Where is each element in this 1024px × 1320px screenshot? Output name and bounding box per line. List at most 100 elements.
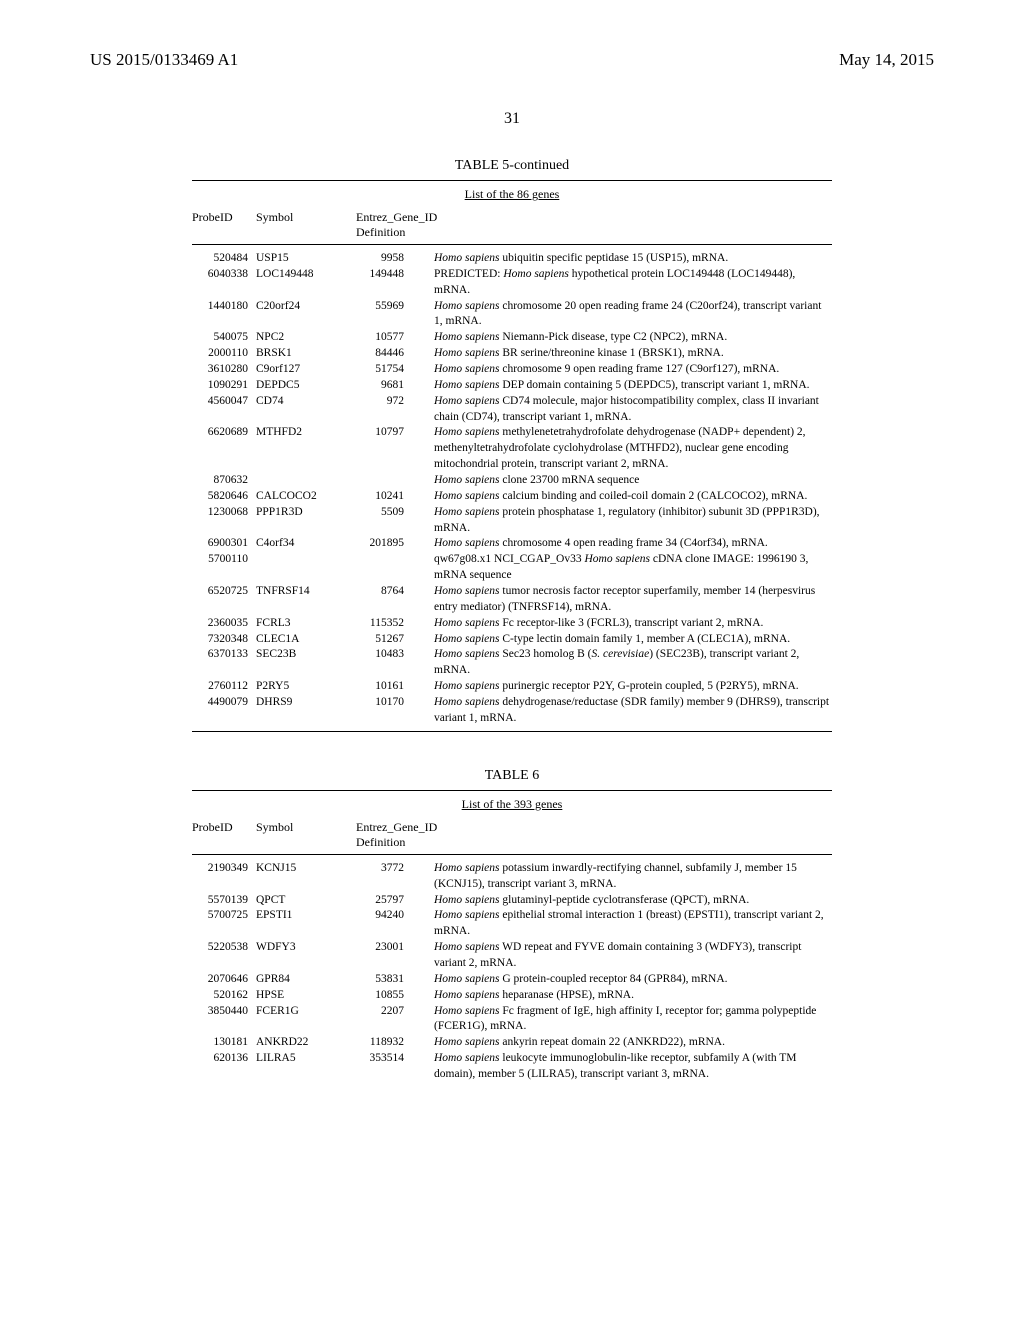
table-row: 6520725TNFRSF148764Homo sapiens tumor ne… <box>192 584 832 616</box>
cell-probe: 870632 <box>192 473 256 489</box>
cell-definition: Homo sapiens Fc fragment of IgE, high af… <box>434 1004 832 1036</box>
cell-entrez: 118932 <box>356 1035 434 1051</box>
cell-definition: Homo sapiens chromosome 20 open reading … <box>434 299 832 331</box>
table-row: 5820646CALCOCO210241Homo sapiens calcium… <box>192 489 832 505</box>
col-symbol: Symbol <box>256 820 356 850</box>
table-row: 6040338LOC149448149448PREDICTED: Homo sa… <box>192 267 832 299</box>
table-6: TABLE 6 List of the 393 genes ProbeID Sy… <box>192 768 832 1083</box>
cell-definition: Homo sapiens dehydrogenase/reductase (SD… <box>434 695 832 727</box>
cell-entrez: 2207 <box>356 1004 434 1036</box>
table-row: 5570139QPCT25797Homo sapiens glutaminyl-… <box>192 893 832 909</box>
cell-symbol: KCNJ15 <box>256 861 356 893</box>
cell-symbol: DEPDC5 <box>256 378 356 394</box>
cell-definition: Homo sapiens DEP domain containing 5 (DE… <box>434 378 832 394</box>
col-entrez: Entrez_Gene_ID Definition <box>356 210 464 240</box>
cell-definition: Homo sapiens potassium inwardly-rectifyi… <box>434 861 832 893</box>
cell-definition: Homo sapiens clone 23700 mRNA sequence <box>434 473 832 489</box>
cell-probe: 520162 <box>192 988 256 1004</box>
cell-definition: Homo sapiens purinergic receptor P2Y, G-… <box>434 679 832 695</box>
cell-definition: Homo sapiens leukocyte immunoglobulin-li… <box>434 1051 832 1083</box>
cell-entrez: 201895 <box>356 536 434 552</box>
cell-symbol: C9orf127 <box>256 362 356 378</box>
cell-entrez: 53831 <box>356 972 434 988</box>
cell-entrez: 51267 <box>356 632 434 648</box>
cell-entrez: 9958 <box>356 251 434 267</box>
cell-symbol: CD74 <box>256 394 356 426</box>
table-row: 2000110BRSK184446Homo sapiens BR serine/… <box>192 346 832 362</box>
cell-probe: 6520725 <box>192 584 256 616</box>
cell-symbol: NPC2 <box>256 330 356 346</box>
cell-symbol: BRSK1 <box>256 346 356 362</box>
cell-entrez: 23001 <box>356 940 434 972</box>
page-header: US 2015/0133469 A1 May 14, 2015 <box>90 50 934 70</box>
cell-definition: Homo sapiens methylenetetrahydrofolate d… <box>434 425 832 473</box>
cell-entrez: 55969 <box>356 299 434 331</box>
cell-symbol <box>256 552 356 584</box>
table-6-caption: TABLE 6 <box>192 768 832 784</box>
cell-entrez: 3772 <box>356 861 434 893</box>
cell-symbol: EPSTI1 <box>256 908 356 940</box>
table-6-rows: 2190349KCNJ153772Homo sapiens potassium … <box>192 855 832 1083</box>
cell-entrez: 10161 <box>356 679 434 695</box>
cell-probe: 620136 <box>192 1051 256 1083</box>
cell-entrez: 8764 <box>356 584 434 616</box>
table-row: 2190349KCNJ153772Homo sapiens potassium … <box>192 861 832 893</box>
cell-entrez: 972 <box>356 394 434 426</box>
table-row: 4490079DHRS910170Homo sapiens dehydrogen… <box>192 695 832 727</box>
cell-definition: Homo sapiens CD74 molecule, major histoc… <box>434 394 832 426</box>
cell-symbol: P2RY5 <box>256 679 356 695</box>
cell-probe: 520484 <box>192 251 256 267</box>
table-row: 2760112P2RY510161Homo sapiens purinergic… <box>192 679 832 695</box>
cell-probe: 5700110 <box>192 552 256 584</box>
cell-probe: 4490079 <box>192 695 256 727</box>
table-5-subtitle: List of the 86 genes <box>192 180 832 206</box>
table-6-subtitle: List of the 393 genes <box>192 790 832 816</box>
table-row: 3850440FCER1G2207Homo sapiens Fc fragmen… <box>192 1004 832 1036</box>
publication-number: US 2015/0133469 A1 <box>90 50 238 70</box>
cell-probe: 540075 <box>192 330 256 346</box>
cell-definition: Homo sapiens chromosome 4 open reading f… <box>434 536 832 552</box>
cell-entrez <box>356 552 434 584</box>
cell-symbol: WDFY3 <box>256 940 356 972</box>
cell-probe: 5220538 <box>192 940 256 972</box>
cell-entrez: 10797 <box>356 425 434 473</box>
cell-symbol: CLEC1A <box>256 632 356 648</box>
cell-definition: Homo sapiens Sec23 homolog B (S. cerevis… <box>434 647 832 679</box>
col-probe: ProbeID <box>192 210 256 240</box>
table-6-headers: ProbeID Symbol Entrez_Gene_ID Definition <box>192 816 832 855</box>
table-row: 6620689MTHFD210797Homo sapiens methylene… <box>192 425 832 473</box>
cell-symbol: FCRL3 <box>256 616 356 632</box>
cell-probe: 6620689 <box>192 425 256 473</box>
cell-entrez: 10241 <box>356 489 434 505</box>
cell-entrez: 10483 <box>356 647 434 679</box>
cell-probe: 2760112 <box>192 679 256 695</box>
cell-definition: Homo sapiens ankyrin repeat domain 22 (A… <box>434 1035 832 1051</box>
cell-probe: 1440180 <box>192 299 256 331</box>
cell-probe: 6900301 <box>192 536 256 552</box>
cell-definition: Homo sapiens C-type lectin domain family… <box>434 632 832 648</box>
cell-definition: Homo sapiens epithelial stromal interact… <box>434 908 832 940</box>
cell-probe: 2000110 <box>192 346 256 362</box>
cell-symbol: QPCT <box>256 893 356 909</box>
col-entrez: Entrez_Gene_ID Definition <box>356 820 464 850</box>
cell-probe: 3850440 <box>192 1004 256 1036</box>
cell-entrez: 94240 <box>356 908 434 940</box>
cell-definition: Homo sapiens chromosome 9 open reading f… <box>434 362 832 378</box>
cell-symbol: C20orf24 <box>256 299 356 331</box>
cell-symbol: MTHFD2 <box>256 425 356 473</box>
cell-entrez: 5509 <box>356 505 434 537</box>
cell-probe: 7320348 <box>192 632 256 648</box>
table-row: 520484USP159958Homo sapiens ubiquitin sp… <box>192 251 832 267</box>
table-row: 5700110qw67g08.x1 NCI_CGAP_Ov33 Homo sap… <box>192 552 832 584</box>
cell-entrez: 115352 <box>356 616 434 632</box>
cell-entrez: 9681 <box>356 378 434 394</box>
cell-definition: Homo sapiens glutaminyl-peptide cyclotra… <box>434 893 832 909</box>
table-row: 6900301C4orf34201895Homo sapiens chromos… <box>192 536 832 552</box>
cell-symbol: HPSE <box>256 988 356 1004</box>
table-row: 1230068PPP1R3D5509Homo sapiens protein p… <box>192 505 832 537</box>
publication-date: May 14, 2015 <box>839 50 934 70</box>
table-5-rows: 520484USP159958Homo sapiens ubiquitin sp… <box>192 245 832 727</box>
cell-probe: 130181 <box>192 1035 256 1051</box>
cell-probe: 5820646 <box>192 489 256 505</box>
col-symbol: Symbol <box>256 210 356 240</box>
